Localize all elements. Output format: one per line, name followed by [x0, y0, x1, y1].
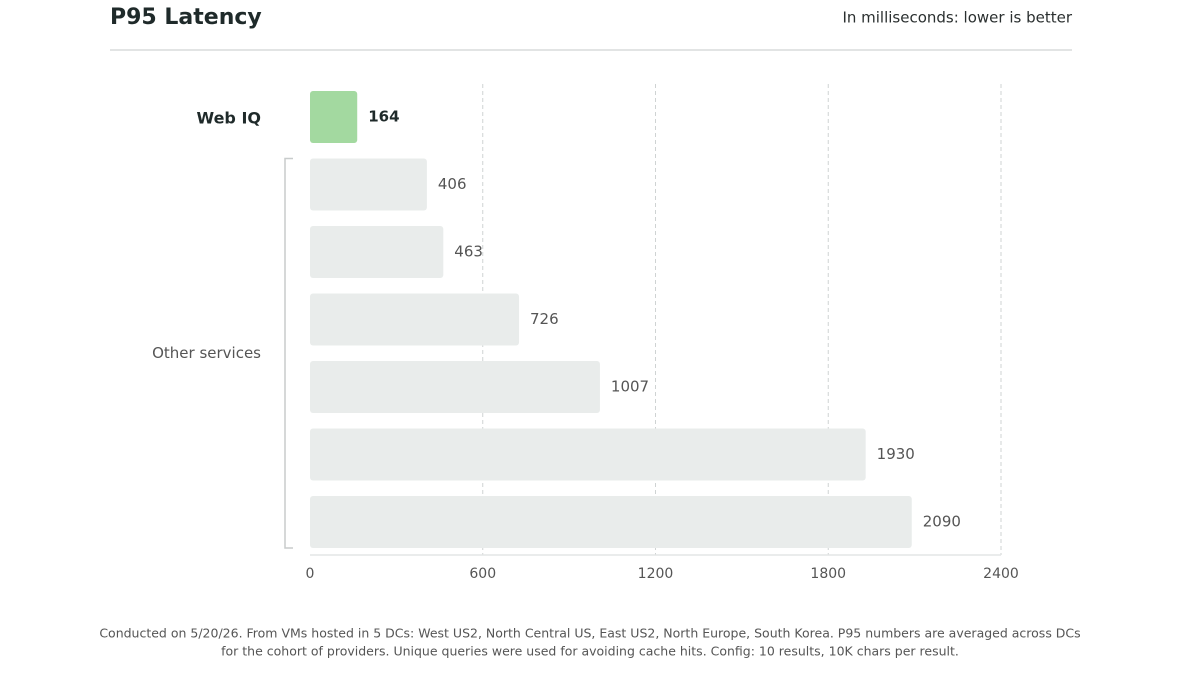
- x-tick-label: 2400: [983, 566, 1019, 582]
- y-tick-label: Web IQ: [196, 109, 261, 128]
- bar: [310, 158, 427, 211]
- value-label: 164: [368, 108, 399, 126]
- bar: [310, 496, 912, 548]
- value-label: 1007: [611, 378, 649, 396]
- footnote: for the cohort of providers. Unique quer…: [221, 644, 959, 659]
- x-tick-label: 1200: [638, 566, 674, 582]
- bar: [310, 226, 444, 278]
- group-bracket: [284, 157, 293, 549]
- bar: [310, 91, 358, 143]
- bar: [310, 428, 866, 481]
- value-label: 463: [454, 243, 483, 261]
- x-tick-label: 0: [306, 566, 315, 582]
- x-tick-label: 600: [469, 566, 496, 582]
- value-label: 2090: [923, 513, 961, 531]
- chart-subtitle: In milliseconds: lower is better: [842, 9, 1072, 27]
- value-label: 726: [530, 310, 559, 328]
- bar: [310, 361, 600, 413]
- value-label: 406: [438, 175, 467, 193]
- footnote: Conducted on 5/20/26. From VMs hosted in…: [99, 626, 1080, 641]
- group-label: Other services: [152, 344, 261, 362]
- chart-title: P95 Latency: [110, 5, 262, 30]
- x-tick-label: 1800: [810, 566, 846, 582]
- bar: [310, 293, 520, 346]
- value-label: 1930: [877, 445, 915, 463]
